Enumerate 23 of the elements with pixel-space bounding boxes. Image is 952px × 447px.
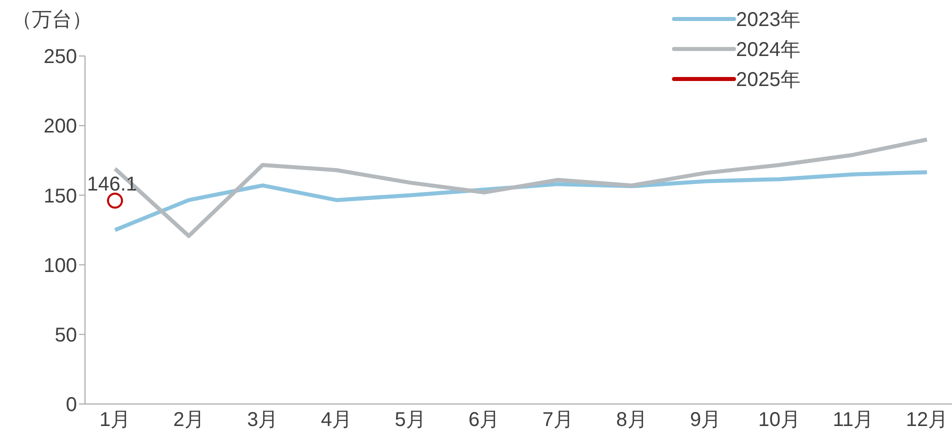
x-tick-label: 4月	[320, 409, 352, 432]
legend-label: 2025年	[736, 68, 800, 92]
y-tick-label: 50	[54, 324, 77, 346]
x-tick-label: 1月	[99, 409, 131, 432]
x-tick-label: 7月	[542, 409, 574, 432]
x-tick-label: 6月	[468, 409, 500, 432]
x-tick-label: 8月	[616, 409, 648, 432]
y-axis-title: （万台）	[12, 8, 92, 33]
y-tick-label: 200	[44, 116, 77, 138]
y-tick-label: 250	[44, 46, 77, 68]
x-tick-label: 10月	[758, 409, 800, 432]
x-tick-label: 2月	[173, 409, 204, 432]
data-label: 146.1	[87, 174, 138, 196]
y-tick-label: 150	[44, 185, 77, 208]
x-tick-label: 9月	[690, 409, 722, 432]
x-tick-label: 5月	[394, 409, 426, 432]
x-tick-label: 11月	[832, 409, 874, 432]
legend-label: 2024年	[736, 38, 800, 62]
x-tick-label: 3月	[247, 409, 278, 432]
y-tick-label: 100	[44, 254, 77, 277]
y-tick-label: 0	[66, 394, 77, 416]
legend-label: 2023年	[736, 8, 800, 32]
x-tick-label: 12月	[906, 409, 948, 432]
